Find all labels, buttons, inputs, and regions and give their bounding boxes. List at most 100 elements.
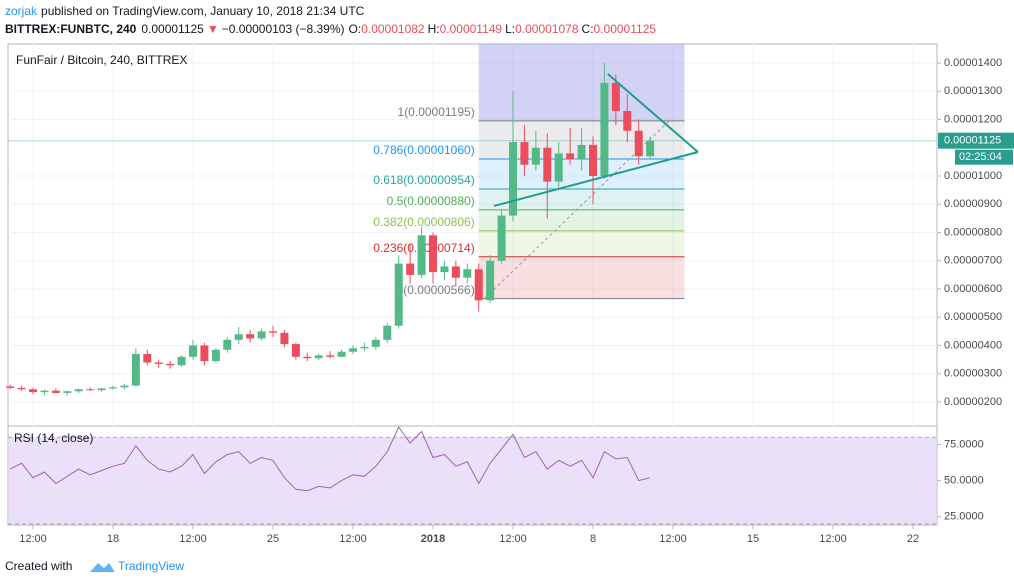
candle-body [314,355,323,359]
candle-body [189,345,198,357]
x-tick-label: 12:00 [499,533,527,545]
candle-body [520,142,529,165]
candle-body [6,386,15,388]
candle-body [269,331,278,333]
x-tick-label: 12:00 [819,533,847,545]
range-highlight [478,44,685,121]
rsi-band [8,437,937,524]
rsi-line [9,426,651,492]
candle-body [17,387,26,390]
y-tick-label: 0.00000200 [944,396,1002,408]
low-label: L: [505,22,515,36]
x-tick-label: 12:00 [339,533,367,545]
candle-body [543,147,552,182]
trendline [607,73,699,153]
candle-body [51,390,60,393]
candle-body [600,82,609,177]
countdown: 02:25:04 [959,151,1002,163]
candle-body [486,260,495,301]
candle-body [40,390,49,393]
candle-body [646,140,655,157]
candle-body [509,142,518,216]
candle-body [360,346,369,349]
y-tick-label: 25.0000 [944,511,984,523]
candle-body [280,332,289,345]
close: 0.00001125 [594,22,657,36]
candle-body [303,356,312,359]
arrow: ▼ [207,22,219,36]
candle-body [417,235,426,275]
candle-body [623,111,632,131]
candle-body [166,363,175,366]
high: 0.00001149 [440,22,503,36]
candle-body [634,130,643,157]
candle-body [531,147,540,165]
footer-created: Created with [5,559,72,573]
candle-body [246,334,255,339]
x-tick-label: 12:00 [179,533,207,545]
published: published on TradingView.com, January 10… [41,4,365,18]
footer-brand[interactable]: TradingView [118,559,184,573]
candle-body [451,266,460,278]
x-tick-label: 12:00 [659,533,687,545]
y-tick-label: 75.0000 [944,438,984,450]
fib-band [478,230,685,257]
candle-body [234,334,243,340]
y-tick-label: 0.00000700 [944,255,1002,267]
candle-body [177,356,186,366]
frame [7,43,938,526]
open: 0.00001082 [361,22,425,36]
y-tick-label: 0.00000600 [944,283,1002,295]
candle-body [86,389,95,391]
author[interactable]: zorjak [5,4,38,18]
y-tick-label: 0.00000800 [944,226,1002,238]
candle-body [109,387,118,389]
y-tick-label: 0.00000500 [944,311,1002,323]
candle-body [463,269,472,278]
candle-body [29,389,38,393]
candle-body [223,339,232,350]
candle-body [154,362,163,364]
y-tick-label: 0.00001000 [944,170,1002,182]
open-label: O: [349,22,362,36]
candle-body [291,344,300,357]
x-tick-label: 15 [747,533,759,545]
candle-body [589,144,598,177]
fib-band [478,256,685,299]
header-line2: BITTREX:FUNBTC, 240 0.00001125 ▼ −0.0000010… [5,22,656,36]
candle-body [554,153,563,182]
low: 0.00001078 [515,22,579,36]
candle-body [474,269,483,301]
rsi-pane: 75.0000 50.0000 25.0000 RSI (14, close) [8,426,984,525]
high-label: H: [428,22,440,36]
fib-label: 0.5(0.00000880) [387,194,475,208]
candle-body [120,385,129,388]
change: −0.00000103 (−8.39%) [222,22,345,36]
x-tick-label: 2018 [421,533,445,545]
fib-label: 0(0.00000566) [397,283,475,297]
candle-body [200,345,209,362]
candle-body [131,353,140,386]
candle-body [429,235,438,273]
fib-band [478,209,685,231]
candle-body [497,215,506,261]
last-price-box [938,132,1014,149]
fib-label: 0.618(0.00000954) [373,173,474,187]
y-tick-label: 0.00001200 [944,113,1002,125]
y-tick-label: 0.00000300 [944,368,1002,380]
candle-body [143,353,152,363]
trendline [493,151,699,207]
candle-body [257,331,266,339]
candle-body [371,339,380,347]
fib-band [478,189,685,210]
chart-frame [7,43,938,526]
x-tick-label: 22 [907,533,919,545]
candle-body [74,389,83,392]
candle-body [406,263,415,275]
fib-label: 0.382(0.00000806) [373,215,474,229]
header-line1: zorjak published on TradingView.com, Janu… [5,4,365,18]
price-pane: 12:00 18 12:00 25 12:00 2018 12:00 8 12:00 15 12:0… [6,44,1014,545]
y-tick-label: 0.00001300 [944,85,1002,97]
